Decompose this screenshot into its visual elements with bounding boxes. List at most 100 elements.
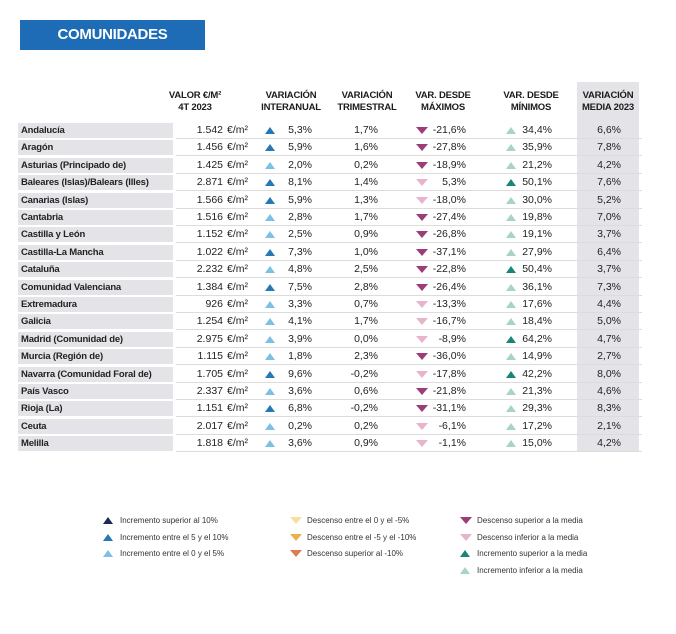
row-divider bbox=[176, 312, 642, 313]
interanual-value: 0,2% bbox=[288, 419, 312, 432]
interanual-value: 5,9% bbox=[288, 141, 312, 154]
trimestral-value: -0,2% bbox=[350, 367, 378, 380]
row-divider bbox=[176, 225, 642, 226]
interanual-indicator-icon bbox=[265, 266, 275, 274]
table-row: Andalucía 1.542 €/m² 5,3% 1,7% -21,6% 34,4% 6,6… bbox=[18, 123, 642, 140]
maximos-value: -22,8% bbox=[432, 263, 466, 276]
header-minimos-line2: MÍNIMOS bbox=[510, 102, 552, 113]
interanual-value: 3,3% bbox=[288, 298, 312, 310]
minimos-value: 64,2% bbox=[522, 332, 552, 345]
price-unit: €/m² bbox=[227, 315, 248, 328]
region-name: Cataluña bbox=[18, 262, 173, 278]
minimos-indicator-icon bbox=[506, 318, 516, 326]
interanual-indicator-icon bbox=[265, 248, 275, 256]
trimestral-value: 1,6% bbox=[354, 141, 378, 154]
media-value: 4,7% bbox=[597, 332, 621, 345]
row-divider bbox=[176, 451, 642, 453]
trimestral-value: 1,4% bbox=[354, 176, 378, 189]
price-unit: €/m² bbox=[227, 350, 248, 363]
header-media: VARIACIÓN MEDIA 2023 bbox=[575, 90, 641, 114]
price-unit: €/m² bbox=[227, 367, 248, 380]
minimos-value: 21,2% bbox=[522, 158, 552, 171]
price-value: 1.705 €/m² bbox=[196, 367, 248, 380]
table-row: Navarra (Comunidad Foral de) 1.705 €/m² 9,6… bbox=[18, 366, 642, 384]
price-value: 2.337 €/m² bbox=[196, 385, 248, 397]
region-name: Castilla y León bbox=[18, 227, 173, 243]
minimos-indicator-icon bbox=[506, 353, 516, 361]
maximos-indicator-icon bbox=[416, 248, 428, 256]
interanual-indicator-icon bbox=[265, 179, 275, 187]
table-row: Castilla y León 1.152 €/m² 2,5% 0,9% -26,8% 19… bbox=[18, 227, 642, 244]
price-unit: €/m² bbox=[227, 228, 248, 241]
header-interanual: VARIACIÓN INTERANUAL bbox=[254, 90, 328, 114]
interanual-value: 3,6% bbox=[288, 437, 312, 450]
legend-triangle-icon bbox=[460, 534, 472, 541]
interanual-value: 4,1% bbox=[288, 315, 312, 328]
media-value: 7,6% bbox=[597, 176, 621, 189]
minimos-indicator-icon bbox=[506, 161, 516, 169]
maximos-indicator-icon bbox=[416, 405, 428, 413]
price-unit: €/m² bbox=[227, 158, 248, 171]
media-value: 6,4% bbox=[597, 245, 621, 258]
row-divider bbox=[176, 416, 642, 418]
header-valor-line1: VALOR €/M² bbox=[168, 90, 222, 101]
row-divider bbox=[176, 433, 642, 435]
interanual-value: 2,8% bbox=[288, 211, 312, 223]
table-row: Baleares (Islas)/Balears (Illes) 2.871 €/m… bbox=[18, 175, 642, 192]
media-value: 7,0% bbox=[597, 211, 621, 223]
interanual-value: 5,9% bbox=[288, 193, 312, 206]
minimos-value: 17,6% bbox=[522, 298, 552, 310]
row-divider bbox=[176, 172, 642, 174]
trimestral-value: 0,9% bbox=[354, 437, 378, 450]
row-divider bbox=[176, 346, 642, 348]
price-value: 1.022 €/m² bbox=[196, 245, 248, 258]
table-row: Comunidad Valenciana 1.384 €/m² 7,5% 2,8% -26… bbox=[18, 279, 642, 297]
minimos-indicator-icon bbox=[506, 144, 516, 152]
price-value: 1.566 €/m² bbox=[196, 193, 248, 206]
price-unit: €/m² bbox=[227, 245, 248, 258]
interanual-value: 1,8% bbox=[288, 350, 312, 363]
maximos-indicator-icon bbox=[416, 335, 428, 343]
price-unit: €/m² bbox=[227, 332, 248, 345]
price-unit: €/m² bbox=[227, 141, 248, 154]
legend-label: Incremento inferior a la media bbox=[477, 566, 583, 575]
region-name: Murcia (Región de) bbox=[18, 349, 173, 365]
price-value: 2.871 €/m² bbox=[196, 176, 248, 189]
price-unit: €/m² bbox=[227, 385, 248, 397]
minimos-value: 14,9% bbox=[522, 350, 552, 363]
price-unit: €/m² bbox=[227, 124, 248, 136]
table-row: Madrid (Comunidad de) 2.975 €/m² 3,9% 0,0% -8… bbox=[18, 331, 642, 349]
interanual-value: 7,5% bbox=[288, 280, 312, 293]
maximos-value: -8,9% bbox=[438, 332, 466, 345]
interanual-value: 8,1% bbox=[288, 176, 312, 189]
minimos-value: 42,2% bbox=[522, 367, 552, 380]
table-row: Cantabria 1.516 €/m² 2,8% 1,7% -27,4% 19,8% 7,0… bbox=[18, 210, 642, 227]
media-value: 6,6% bbox=[597, 124, 621, 136]
row-divider bbox=[176, 294, 642, 296]
interanual-value: 2,0% bbox=[288, 158, 312, 171]
row-divider bbox=[176, 329, 642, 331]
legend-triangle-icon bbox=[290, 550, 302, 557]
maximos-value: -18,0% bbox=[432, 193, 466, 206]
price-value: 1.254 €/m² bbox=[196, 315, 248, 328]
legend-label: Descenso entre el -5 y el -10% bbox=[307, 533, 417, 542]
header-media-line1: VARIACIÓN bbox=[582, 90, 634, 101]
trimestral-value: -0,2% bbox=[350, 402, 378, 415]
header-interanual-line2: INTERANUAL bbox=[261, 102, 321, 113]
header-valor: VALOR €/M² 4T 2023 bbox=[160, 90, 230, 114]
maximos-indicator-icon bbox=[416, 196, 428, 204]
maximos-indicator-icon bbox=[416, 301, 428, 308]
maximos-value: -37,1% bbox=[432, 245, 466, 258]
price-value: 1.425 €/m² bbox=[196, 158, 248, 171]
media-value: 2,7% bbox=[597, 350, 621, 363]
minimos-indicator-icon bbox=[506, 388, 516, 395]
header-valor-line2: 4T 2023 bbox=[178, 102, 212, 113]
maximos-indicator-icon bbox=[416, 318, 428, 326]
maximos-value: -17,8% bbox=[432, 367, 466, 380]
legend-triangle-icon bbox=[103, 550, 113, 557]
legend-label: Descenso inferior a la media bbox=[477, 533, 579, 542]
header-maximos-line2: MÁXIMOS bbox=[421, 102, 465, 113]
maximos-value: -18,9% bbox=[432, 158, 466, 171]
media-value: 3,7% bbox=[597, 263, 621, 276]
minimos-indicator-icon bbox=[506, 214, 516, 221]
